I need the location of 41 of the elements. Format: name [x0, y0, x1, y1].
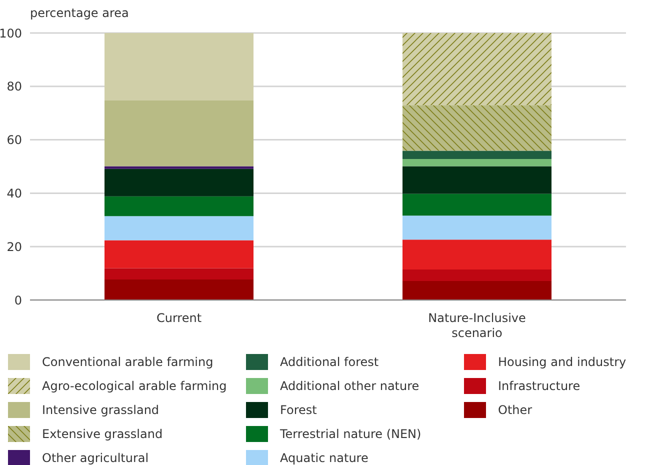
bar [402, 150, 552, 160]
bar [402, 240, 552, 270]
bar [104, 168, 254, 196]
legend-label: Intensive grassland [42, 403, 160, 417]
y-tick-label: 20 [6, 240, 22, 254]
legend-label: Housing and industry [498, 355, 626, 369]
legend-label: Aquatic nature [280, 451, 368, 465]
bar [104, 166, 254, 169]
bar [402, 216, 552, 240]
bar [402, 194, 552, 216]
legend-label: Conventional arable farming [42, 355, 214, 369]
x-tick-label: Nature-Inclusive scenario [428, 311, 526, 340]
legend-label: Extensive grassland [42, 427, 163, 441]
bar [402, 166, 552, 194]
bar [104, 279, 254, 300]
legend-label: Agro-ecological arable farming [42, 379, 227, 393]
bar [104, 268, 254, 280]
bar [104, 196, 254, 216]
bar [104, 100, 254, 166]
x-tick-label: Current [156, 311, 202, 325]
y-tick-label: 40 [6, 186, 22, 200]
legend-label: Terrestrial nature (NEN) [280, 427, 422, 441]
bar [402, 281, 552, 300]
bar [402, 33, 552, 106]
bar [104, 240, 254, 268]
legend-label: Infrastructure [498, 379, 580, 393]
bar [402, 105, 552, 151]
bar [104, 33, 254, 101]
legend-label: Additional forest [280, 355, 379, 369]
legend-label: Other [498, 403, 532, 417]
y-tick-label: 0 [14, 293, 22, 308]
legend-label: Additional other nature [280, 379, 420, 393]
bar [402, 159, 552, 166]
bar [104, 216, 254, 240]
legend-label: Other agricultural [42, 451, 149, 465]
y-axis-title: percentage area [30, 6, 129, 20]
y-tick-label: 80 [6, 80, 22, 94]
legend-label: Forest [280, 403, 317, 417]
y-tick-label: 100 [0, 26, 22, 40]
bar [402, 270, 552, 282]
y-tick-label: 60 [6, 133, 22, 148]
